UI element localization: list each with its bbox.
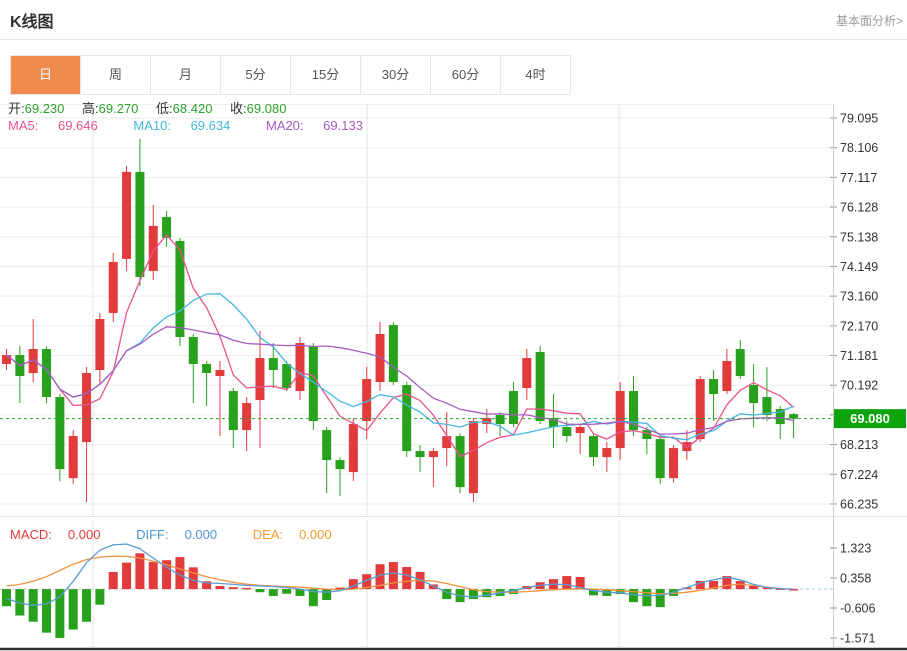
tab-日[interactable]: 日: [11, 56, 80, 94]
svg-text:67.224: 67.224: [840, 468, 878, 482]
svg-text:75.138: 75.138: [840, 230, 878, 244]
svg-text:-1.571: -1.571: [840, 632, 875, 646]
ma-lines-layer: [0, 233, 833, 458]
tab-60分[interactable]: 60分: [430, 56, 500, 94]
svg-text:73.160: 73.160: [840, 290, 878, 304]
open-label: 开:: [8, 101, 25, 116]
diff-value: 0.000: [184, 527, 218, 542]
dea-line: [6, 555, 794, 595]
diff-label: DIFF:: [136, 527, 169, 542]
svg-text:70.192: 70.192: [840, 379, 878, 393]
svg-text:71.181: 71.181: [840, 349, 878, 363]
tab-5分[interactable]: 5分: [220, 56, 290, 94]
svg-text:1.323: 1.323: [840, 542, 871, 556]
tab-30分[interactable]: 30分: [360, 56, 430, 94]
period-tab-bar: 日周月 5分 15分 30分 60分 4时: [10, 55, 571, 95]
low-value: 68.420: [172, 101, 213, 116]
ma5-label: MA5:: [8, 118, 39, 133]
dif-line: [6, 543, 794, 606]
ma5-value: 69.646: [57, 118, 98, 133]
svg-text:72.170: 72.170: [840, 319, 878, 333]
svg-text:68.213: 68.213: [840, 438, 878, 452]
ma10-line: [6, 293, 794, 441]
ma10-value: 69.634: [190, 118, 231, 133]
svg-text:66.235: 66.235: [840, 497, 878, 511]
axis-layer: 79.095 78.106 77.117 76.128 75.138 74.149 73.1…: [0, 104, 907, 651]
svg-text:79.095: 79.095: [840, 112, 878, 126]
ma10-label: MA10:: [133, 118, 171, 133]
svg-text:76.128: 76.128: [840, 201, 878, 215]
close-label: 收:: [230, 101, 247, 116]
high-value: 69.270: [98, 101, 139, 116]
tab-4时[interactable]: 4时: [500, 56, 570, 94]
current-price-text: 69.080: [850, 411, 890, 426]
svg-text:77.117: 77.117: [840, 171, 877, 185]
macd-value: 0.000: [67, 527, 101, 542]
svg-text:74.149: 74.149: [840, 260, 878, 274]
candles-layer: [2, 138, 799, 503]
ma20-value: 69.133: [323, 118, 363, 133]
ma20-line: [6, 326, 794, 435]
current-price-badge: [834, 409, 906, 429]
ma20-label: MA20:: [265, 118, 304, 133]
macd-label: MACD:: [10, 527, 52, 542]
dea-value: 0.000: [299, 527, 332, 542]
fundamental-analysis-link[interactable]: 基本面分析>: [835, 14, 903, 28]
tab-月[interactable]: 月: [150, 56, 220, 94]
svg-text:0.358: 0.358: [840, 572, 871, 586]
open-value: 69.230: [24, 101, 65, 116]
close-value: 69.080: [246, 101, 287, 116]
ma-legend: MA5: 69.646 MA10: 69.634 MA20: 69.133: [8, 118, 395, 133]
high-label: 高:: [82, 101, 99, 116]
header-divider: [0, 39, 907, 40]
tab-15分[interactable]: 15分: [290, 56, 360, 94]
svg-text:78.106: 78.106: [840, 141, 878, 155]
macd-legend: MACD: 0.000 DIFF: 0.000 DEA: 0.000: [10, 527, 364, 542]
low-label: 低:: [156, 101, 173, 116]
page-title: K线图: [10, 14, 54, 31]
macd-layer: [0, 543, 833, 638]
svg-text:-0.606: -0.606: [840, 602, 875, 616]
ohlc-legend: 开:69.230 高:69.270 低:68.420 收:69.080: [8, 98, 300, 117]
ma5-line: [6, 233, 795, 458]
dea-label: DEA:: [252, 527, 284, 542]
tab-周[interactable]: 周: [80, 56, 150, 94]
